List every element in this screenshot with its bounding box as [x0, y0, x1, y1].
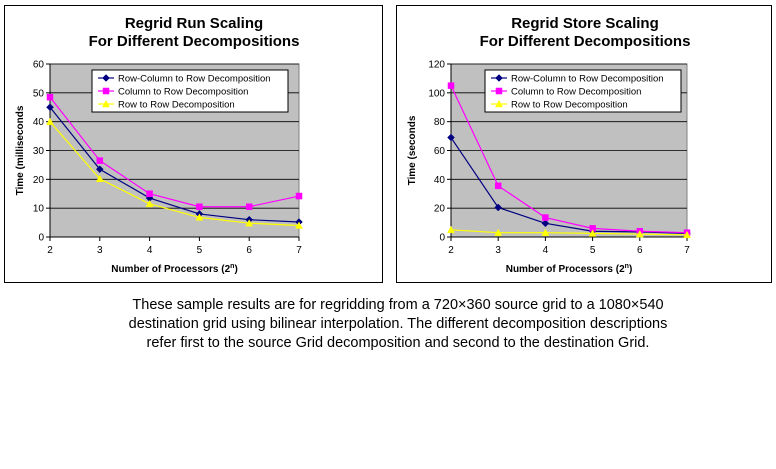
x-tick-label: 5 — [197, 245, 203, 256]
x-tick-label: 4 — [147, 245, 153, 256]
data-point — [494, 203, 503, 212]
data-point — [494, 182, 502, 190]
y-tick-label: 60 — [434, 146, 446, 157]
legend-label: Row-Column to Row Decomposition — [118, 74, 271, 85]
data-point — [541, 219, 550, 228]
legend-swatch-marker — [495, 87, 503, 95]
caption-line1: These sample results are for regridding … — [132, 297, 664, 313]
legend-swatch-marker — [495, 74, 503, 82]
data-point — [635, 230, 644, 238]
data-point — [295, 192, 303, 200]
y-tick-label: 60 — [33, 60, 45, 71]
legend-label: Row to Row Decomposition — [118, 100, 235, 111]
y-tick-label: 100 — [428, 88, 445, 99]
x-tick-label: 4 — [543, 245, 549, 256]
y-tick-label: 10 — [33, 204, 45, 215]
run-scaling-chart: Regrid Run Scaling For Different Decompo… — [4, 5, 383, 283]
legend — [91, 69, 289, 113]
y-tick-label: 20 — [33, 175, 45, 186]
series-line — [49, 106, 300, 223]
data-point — [46, 103, 54, 112]
data-point — [196, 203, 203, 210]
legend-swatch-marker — [102, 99, 110, 108]
data-point — [447, 133, 455, 142]
y-tick-label: 0 — [439, 233, 445, 244]
data-point — [46, 117, 54, 125]
chart-title-line1: Regrid Run Scaling — [125, 15, 263, 32]
x-tick-label: 6 — [637, 245, 643, 256]
data-point — [683, 230, 691, 239]
x-axis-label: Number of Processors (2n) — [506, 263, 633, 275]
legend-label: Row to Row Decomposition — [511, 100, 628, 111]
data-point — [195, 213, 204, 221]
x-axis-label: Number of Processors (2n) — [111, 263, 238, 275]
y-tick-label: 30 — [33, 146, 45, 157]
data-point — [145, 199, 154, 208]
legend-label: Column to Row Decomposition — [118, 87, 248, 98]
legend-swatch-marker — [495, 99, 503, 108]
x-tick-label: 3 — [97, 245, 103, 256]
y-tick-label: 20 — [434, 204, 446, 215]
legend-swatch-marker — [102, 87, 110, 95]
y-tick-label: 40 — [33, 117, 45, 128]
data-point — [542, 214, 549, 221]
chart-title-line1: Regrid Store Scaling — [511, 15, 659, 32]
data-point — [541, 228, 550, 236]
series-line — [450, 229, 688, 236]
x-tick-label: 7 — [296, 245, 302, 256]
legend — [484, 69, 682, 113]
data-point — [95, 165, 104, 174]
caption-line3: refer first to the source Grid decomposi… — [146, 335, 650, 351]
y-tick-label: 50 — [33, 88, 45, 99]
x-tick-label: 2 — [47, 245, 53, 256]
x-tick-label: 3 — [495, 245, 501, 256]
data-point — [447, 82, 455, 89]
data-point — [146, 190, 153, 197]
data-point — [46, 93, 54, 101]
chart-title-line2: For Different Decompositions — [480, 33, 691, 50]
caption: These sample results are for regridding … — [60, 296, 736, 353]
series-line — [49, 121, 300, 227]
x-tick-label: 2 — [448, 245, 454, 256]
y-tick-label: 120 — [428, 60, 445, 71]
store-scaling-chart: Regrid Store Scaling For Different Decom… — [396, 5, 772, 283]
legend-swatch-marker — [102, 74, 110, 82]
y-tick-label: 80 — [434, 117, 446, 128]
y-tick-label: 0 — [38, 233, 44, 244]
y-axis-label: Time (seconds — [407, 115, 418, 185]
store-scaling-chart-svg: Regrid Store Scaling For Different Decom… — [407, 15, 691, 275]
data-point — [96, 157, 104, 164]
data-point — [245, 203, 253, 210]
data-point — [95, 174, 104, 183]
series-line — [450, 137, 688, 234]
caption-line2: destination grid using bilinear interpol… — [128, 316, 668, 332]
y-axis-label: Time (milliseconds — [15, 105, 26, 195]
data-point — [588, 229, 597, 237]
data-point — [295, 221, 303, 229]
series-line — [450, 85, 688, 234]
series-line — [49, 96, 300, 208]
chart-title-line2: For Different Decompositions — [89, 33, 300, 50]
data-point — [494, 228, 503, 236]
y-tick-label: 40 — [434, 175, 446, 186]
x-tick-label: 5 — [590, 245, 596, 256]
x-tick-label: 6 — [246, 245, 252, 256]
x-tick-label: 7 — [684, 245, 690, 256]
legend-label: Column to Row Decomposition — [511, 87, 641, 98]
legend-label: Row-Column to Row Decomposition — [511, 74, 664, 85]
run-scaling-chart-svg: Regrid Run Scaling For Different Decompo… — [15, 15, 303, 275]
data-point — [245, 219, 254, 227]
data-point — [447, 225, 455, 234]
